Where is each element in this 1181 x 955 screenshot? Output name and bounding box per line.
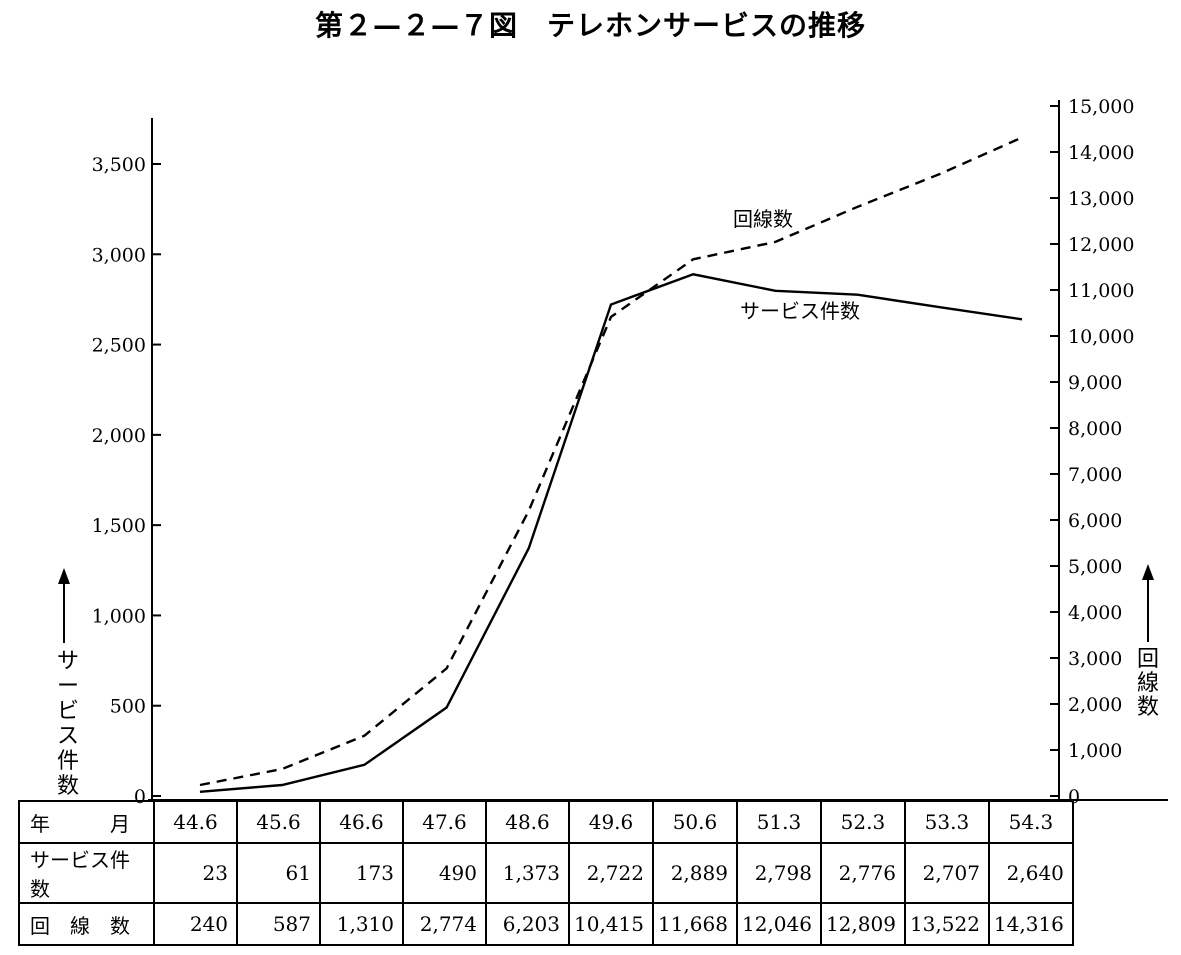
chart-axes [148,100,1168,801]
table-value-cell: 1,373 [485,842,570,904]
table-value-cell: 490 [402,842,487,904]
right-axis-arrow-head [1142,564,1154,580]
table-month-cell: 51.3 [735,800,822,844]
table-value-cell: 2,889 [651,842,738,904]
service-count-series-label: サービス件数 [740,299,860,323]
right-tick-label: 8,000 [1068,418,1122,440]
table-value-cell: 13,522 [903,902,990,946]
right-axis-label-char: 数 [1137,695,1159,720]
series-lines [199,136,1023,793]
left-axis-label-char: 件 [57,749,79,774]
left-axis-arrow-head [58,568,70,584]
left-axis-label-char: ー [57,674,79,699]
table-value-cell: 587 [236,902,321,946]
table-value-cell: 10,415 [568,902,654,946]
right-tick-label: 12,000 [1068,234,1134,256]
right-tick-label: 11,000 [1068,280,1134,302]
right-tick-label: 10,000 [1068,326,1134,348]
table-value-cell: 61 [236,842,321,904]
table-row-months: 年 月 44.6 45.6 46.6 47.6 48.6 49.6 50.6 51.3 52.3… [18,800,1074,844]
table-month-cell: 44.6 [153,800,238,844]
table-row-label: サービス件数 [18,842,155,904]
right-axis-label-char: 線 [1137,671,1159,696]
left-axis-label-char: ビ [57,699,79,724]
right-tick-label: 6,000 [1068,510,1122,532]
left-tick-label: 2,000 [92,425,146,447]
table-month-cell: 48.6 [485,800,570,844]
table-month-cell: 49.6 [568,800,654,844]
table-value-cell: 12,809 [819,902,906,946]
data-table: 年 月 44.6 45.6 46.6 47.6 48.6 49.6 50.6 51.3 52.3… [18,800,1074,946]
left-tick-label: 1,500 [92,515,146,537]
table-value-cell: 2,640 [987,842,1074,904]
right-axis-ticks: 01,0002,0003,0004,0005,0006,0007,0008,00… [1050,96,1134,808]
right-tick-label: 15,000 [1068,96,1134,118]
right-tick-label: 14,000 [1068,142,1134,164]
table-month-cell: 53.3 [903,800,990,844]
left-tick-label: 3,500 [92,154,146,176]
left-tick-label: 3,000 [92,244,146,266]
left-axis-label-char: サ [57,649,79,674]
table-value-cell: 23 [153,842,238,904]
table-value-cell: 12,046 [735,902,822,946]
table-month-cell: 52.3 [819,800,906,844]
table-row-lines: 回 線 数 240 587 1,310 2,774 6,203 10,415 11,668 1… [18,902,1074,946]
right-tick-label: 4,000 [1068,602,1122,624]
table-row-label: 回 線 数 [18,902,155,946]
table-month-cell: 45.6 [236,800,321,844]
table-value-cell: 1,310 [319,902,404,946]
service-count-line [199,273,1023,793]
right-tick-label: 7,000 [1068,464,1122,486]
table-value-cell: 6,203 [485,902,570,946]
right-tick-label: 13,000 [1068,188,1134,210]
table-value-cell: 2,798 [735,842,822,904]
table-row-service-count: サービス件数 23 61 173 490 1,373 2,722 2,889 2,798 2,7… [18,842,1074,904]
table-header-label: 年 月 [18,800,155,844]
left-axis-label-char: ス [57,724,79,749]
right-tick-label: 2,000 [1068,694,1122,716]
table-month-cell: 47.6 [402,800,487,844]
right-tick-label: 9,000 [1068,372,1122,394]
line-count-line [199,136,1023,787]
table-value-cell: 240 [153,902,238,946]
table-month-cell: 50.6 [651,800,738,844]
left-axis-label-char: 数 [57,774,79,799]
table-value-cell: 2,707 [903,842,990,904]
table-value-cell: 11,668 [651,902,738,946]
right-tick-label: 3,000 [1068,648,1122,670]
table-value-cell: 14,316 [987,902,1074,946]
left-tick-label: 2,500 [92,335,146,357]
line-count-series-label: 回線数 [733,207,793,231]
table-value-cell: 2,774 [402,902,487,946]
right-tick-label: 1,000 [1068,740,1122,762]
table-value-cell: 2,722 [568,842,654,904]
table-month-cell: 54.3 [987,800,1074,844]
right-tick-label: 5,000 [1068,556,1122,578]
table-value-cell: 173 [319,842,404,904]
table-value-cell: 2,776 [819,842,906,904]
chart-title: 第２—２—７図 テレホンサービスの推移 [314,9,866,42]
left-tick-label: 1,000 [92,605,146,627]
table-month-cell: 46.6 [319,800,404,844]
right-axis-label-char: 回 [1137,647,1159,672]
left-tick-label: 500 [110,696,146,718]
